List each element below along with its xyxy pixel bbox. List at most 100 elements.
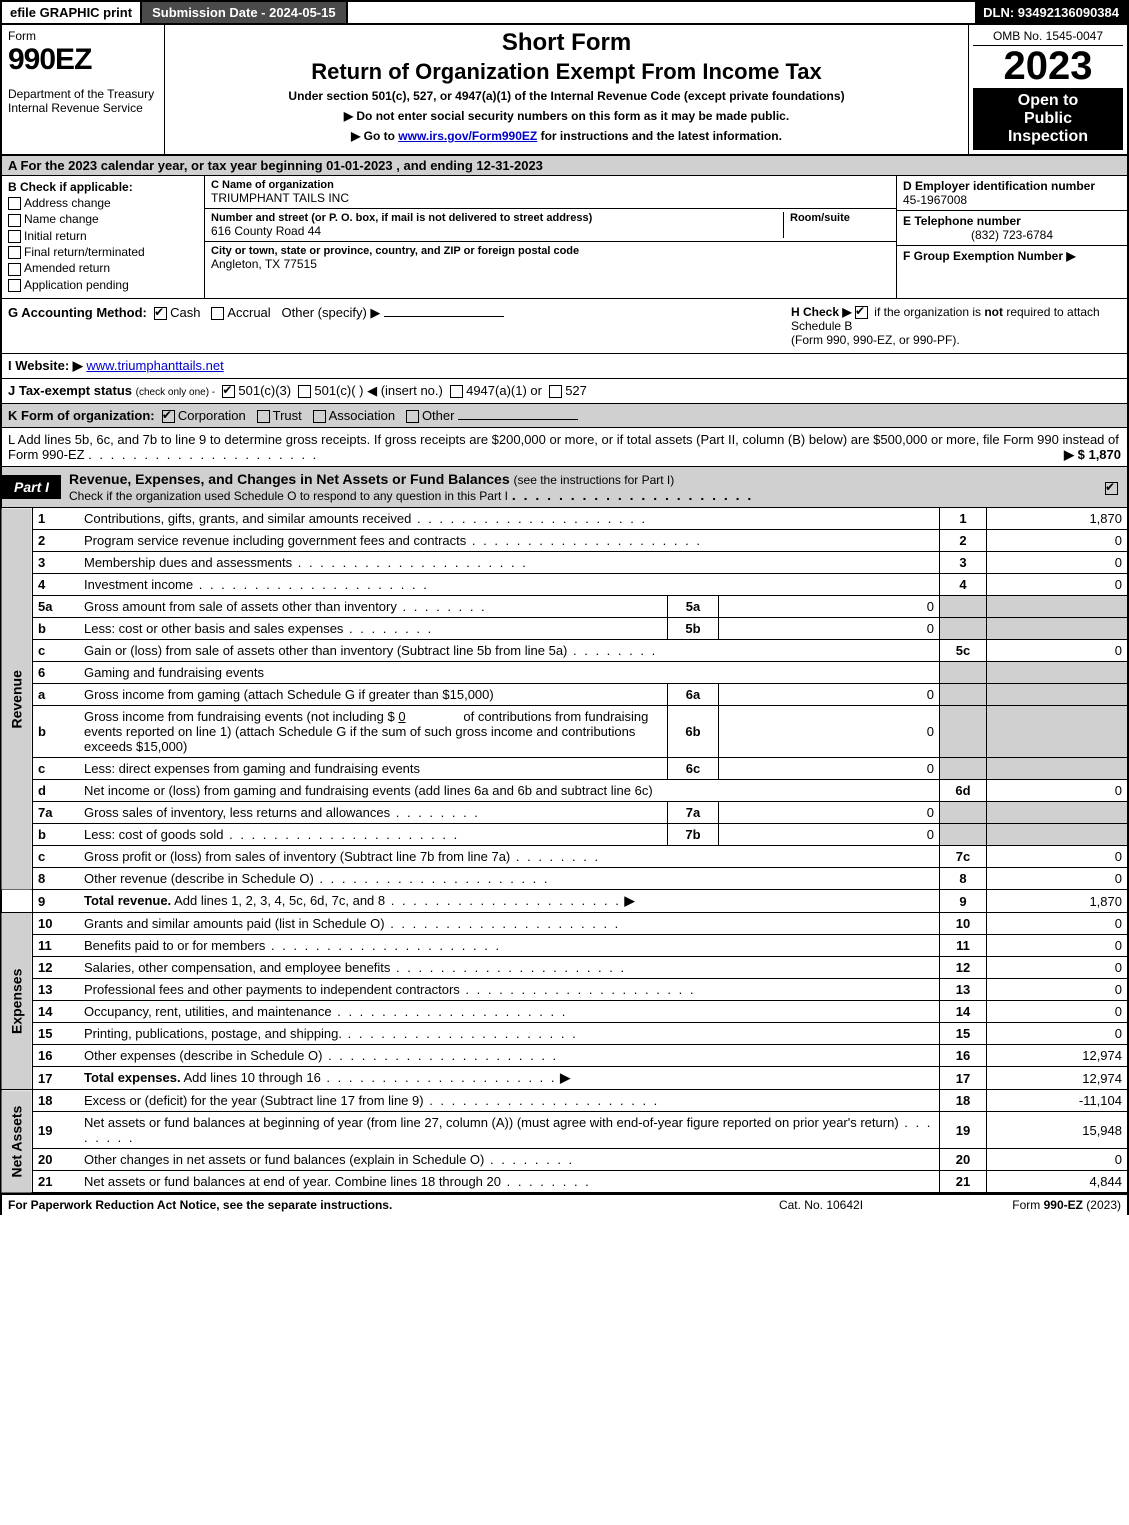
form-header: Form 990EZ Department of the Treasury In… xyxy=(0,25,1129,156)
line-6b-value: 0 xyxy=(719,706,940,758)
checkbox-501c3[interactable] xyxy=(222,385,235,398)
open-public-inspection: Open to Public Inspection xyxy=(973,88,1123,150)
checkbox-association[interactable] xyxy=(313,410,326,423)
part-i-title: Revenue, Expenses, and Changes in Net As… xyxy=(61,467,1099,507)
checkbox-address-change[interactable] xyxy=(8,197,21,210)
line-7a-value: 0 xyxy=(719,802,940,824)
line-5a-value: 0 xyxy=(719,596,940,618)
line-6a-value: 0 xyxy=(719,684,940,706)
part-i-tab: Part I xyxy=(2,475,61,499)
irs-label: Internal Revenue Service xyxy=(8,101,158,115)
ein-label: D Employer identification number xyxy=(903,179,1121,193)
vtab-expenses: Expenses xyxy=(1,913,33,1090)
group-exempt-label: F Group Exemption Number ▶ xyxy=(903,249,1121,263)
dln-label: DLN: 93492136090384 xyxy=(975,2,1127,23)
row-g-h: G Accounting Method: Cash Accrual Other … xyxy=(0,299,1129,354)
return-title: Return of Organization Exempt From Incom… xyxy=(173,59,960,85)
street-value: 616 County Road 44 xyxy=(211,224,783,238)
section-def: D Employer identification number 45-1967… xyxy=(896,176,1127,298)
vtab-netassets: Net Assets xyxy=(1,1090,33,1194)
checkbox-corporation[interactable] xyxy=(162,410,175,423)
line-2-value: 0 xyxy=(987,530,1129,552)
section-c: C Name of organization TRIUMPHANT TAILS … xyxy=(205,176,896,298)
line-10-value: 0 xyxy=(987,913,1129,935)
phone-label: E Telephone number xyxy=(903,214,1121,228)
checkbox-trust[interactable] xyxy=(257,410,270,423)
header-center: Short Form Return of Organization Exempt… xyxy=(165,25,969,154)
org-name-label: C Name of organization xyxy=(211,179,349,191)
checkbox-other-org[interactable] xyxy=(406,410,419,423)
form-word: Form xyxy=(8,29,158,43)
checkbox-amended-return[interactable] xyxy=(8,263,21,276)
checkbox-schedule-b[interactable] xyxy=(855,306,868,319)
info-block: B Check if applicable: Address change Na… xyxy=(0,176,1129,299)
line-5c-value: 0 xyxy=(987,640,1129,662)
city-label: City or town, state or province, country… xyxy=(211,245,579,257)
part-i-table: Revenue 1 Contributions, gifts, grants, … xyxy=(0,508,1129,1194)
header-right: OMB No. 1545-0047 2023 Open to Public In… xyxy=(969,25,1127,154)
part-i-header: Part I Revenue, Expenses, and Changes in… xyxy=(0,467,1129,508)
topbar-spacer xyxy=(348,2,976,23)
line-17-value: 12,974 xyxy=(987,1067,1129,1090)
line-16-value: 12,974 xyxy=(987,1045,1129,1067)
cat-no: Cat. No. 10642I xyxy=(721,1198,921,1212)
checkbox-cash[interactable] xyxy=(154,307,167,320)
ein-value: 45-1967008 xyxy=(903,193,1121,207)
gross-receipts: ▶ $ 1,870 xyxy=(1064,447,1121,463)
checkbox-name-change[interactable] xyxy=(8,214,21,227)
line-8-value: 0 xyxy=(987,868,1129,890)
line-11-value: 0 xyxy=(987,935,1129,957)
website-link[interactable]: www.triumphanttails.net xyxy=(86,358,223,373)
goto-link: ▶ Go to www.irs.gov/Form990EZ for instru… xyxy=(173,129,960,143)
checkbox-4947[interactable] xyxy=(450,385,463,398)
section-a: A For the 2023 calendar year, or tax yea… xyxy=(0,156,1129,176)
line-6d-value: 0 xyxy=(987,780,1129,802)
checkbox-final-return[interactable] xyxy=(8,246,21,259)
org-name: TRIUMPHANT TAILS INC xyxy=(211,191,349,205)
line-9-value: 1,870 xyxy=(987,890,1129,913)
line-18-value: -11,104 xyxy=(987,1090,1129,1112)
section-b: B Check if applicable: Address change Na… xyxy=(2,176,205,298)
line-20-value: 0 xyxy=(987,1149,1129,1171)
other-org-blank[interactable] xyxy=(458,419,578,420)
accounting-method-label: G Accounting Method: xyxy=(8,305,147,320)
checkbox-application-pending[interactable] xyxy=(8,279,21,292)
checkbox-501c[interactable] xyxy=(298,385,311,398)
irs-link[interactable]: www.irs.gov/Form990EZ xyxy=(398,129,537,143)
efile-label[interactable]: efile GRAPHIC print xyxy=(2,2,140,23)
section-b-title: B Check if applicable: xyxy=(8,180,198,194)
line-1-value: 1,870 xyxy=(987,508,1129,530)
short-form-title: Short Form xyxy=(173,29,960,57)
form-number: 990EZ xyxy=(8,43,158,77)
top-bar: efile GRAPHIC print Submission Date - 20… xyxy=(0,0,1129,25)
submission-date: Submission Date - 2024-05-15 xyxy=(140,2,348,23)
checkbox-527[interactable] xyxy=(549,385,562,398)
line-3-value: 0 xyxy=(987,552,1129,574)
line-13-value: 0 xyxy=(987,979,1129,1001)
room-label: Room/suite xyxy=(790,212,890,224)
line-21-value: 4,844 xyxy=(987,1171,1129,1194)
dept-treasury: Department of the Treasury xyxy=(8,87,158,101)
line-4-value: 0 xyxy=(987,574,1129,596)
line-6c-value: 0 xyxy=(719,758,940,780)
city-value: Angleton, TX 77515 xyxy=(211,257,579,271)
row-i: I Website: ▶ www.triumphanttails.net xyxy=(0,354,1129,379)
line-7b-value: 0 xyxy=(719,824,940,846)
line-5b-value: 0 xyxy=(719,618,940,640)
checkbox-accrual[interactable] xyxy=(211,307,224,320)
vtab-revenue: Revenue xyxy=(1,508,33,890)
row-j: J Tax-exempt status (check only one) - 5… xyxy=(0,379,1129,404)
checkbox-schedule-o[interactable] xyxy=(1105,482,1118,495)
line-15-value: 0 xyxy=(987,1023,1129,1045)
header-left: Form 990EZ Department of the Treasury In… xyxy=(2,25,165,154)
phone-value: (832) 723-6784 xyxy=(903,228,1121,242)
other-specify-blank[interactable] xyxy=(384,316,504,317)
line-19-value: 15,948 xyxy=(987,1112,1129,1149)
form-ref: Form 990-EZ (2023) xyxy=(921,1198,1121,1212)
line-14-value: 0 xyxy=(987,1001,1129,1023)
checkbox-initial-return[interactable] xyxy=(8,230,21,243)
section-h: H Check ▶ if the organization is not req… xyxy=(791,305,1121,347)
row-l: L Add lines 5b, 6c, and 7b to line 9 to … xyxy=(0,428,1129,467)
line-12-value: 0 xyxy=(987,957,1129,979)
line-7c-value: 0 xyxy=(987,846,1129,868)
